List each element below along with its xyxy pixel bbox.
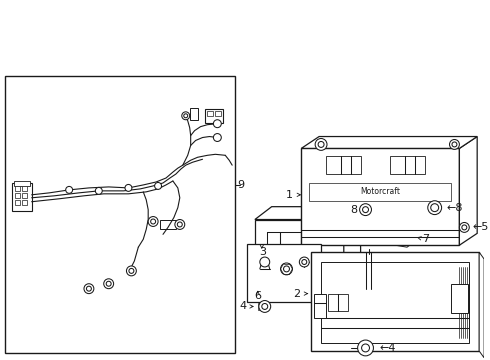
Polygon shape (460, 136, 477, 245)
Polygon shape (344, 207, 361, 289)
Circle shape (315, 139, 327, 150)
Circle shape (262, 303, 268, 309)
Bar (190, 108, 197, 120)
Polygon shape (479, 252, 484, 358)
Circle shape (175, 220, 185, 229)
Circle shape (125, 184, 132, 192)
Bar (207, 111, 213, 116)
Polygon shape (385, 217, 419, 247)
Bar (326, 156, 361, 174)
Text: Motorcraft: Motorcraft (360, 187, 400, 196)
Circle shape (106, 281, 111, 286)
Circle shape (150, 219, 156, 224)
Circle shape (177, 222, 182, 227)
Circle shape (66, 186, 73, 193)
Bar (314, 294, 326, 318)
Bar (15, 200, 20, 205)
Bar (15, 186, 20, 191)
Polygon shape (255, 207, 361, 220)
Circle shape (213, 120, 221, 128)
Bar (12, 183, 32, 211)
Circle shape (284, 266, 290, 272)
Bar (205, 109, 223, 123)
Polygon shape (255, 220, 344, 289)
Text: 2: 2 (293, 289, 300, 298)
Circle shape (428, 201, 441, 215)
Text: ←4: ←4 (379, 343, 396, 353)
Circle shape (452, 142, 457, 147)
Circle shape (260, 257, 270, 267)
Bar (14, 181, 29, 186)
Circle shape (281, 263, 293, 275)
Bar (160, 220, 176, 229)
Circle shape (363, 207, 368, 213)
Circle shape (148, 217, 158, 226)
Text: 9: 9 (238, 180, 245, 190)
Bar (5, 76, 235, 353)
Bar (311, 252, 479, 351)
Text: 8: 8 (350, 204, 358, 215)
Bar (328, 294, 348, 311)
Circle shape (431, 204, 439, 212)
Bar (321, 262, 469, 343)
Bar (247, 244, 321, 302)
Circle shape (302, 260, 307, 265)
Text: 7: 7 (422, 234, 429, 244)
Text: ←5: ←5 (472, 222, 489, 233)
Text: 4: 4 (240, 301, 247, 311)
Circle shape (182, 112, 190, 120)
Circle shape (358, 340, 373, 356)
Bar (15, 193, 20, 198)
Bar (309, 183, 451, 201)
Circle shape (126, 266, 136, 276)
Circle shape (360, 204, 371, 216)
Circle shape (86, 286, 91, 291)
Circle shape (96, 188, 102, 194)
Circle shape (259, 301, 270, 312)
Circle shape (213, 134, 221, 141)
Circle shape (84, 284, 94, 294)
Bar (22, 186, 26, 191)
Circle shape (449, 139, 460, 149)
Circle shape (155, 183, 162, 189)
Circle shape (318, 141, 324, 147)
Bar (450, 284, 468, 313)
Polygon shape (301, 136, 477, 148)
Text: 6: 6 (254, 291, 261, 301)
Circle shape (299, 257, 309, 267)
Text: ←8: ←8 (446, 203, 463, 213)
Circle shape (104, 279, 114, 289)
Bar (22, 193, 26, 198)
Text: 1: 1 (286, 190, 293, 200)
Circle shape (129, 269, 134, 273)
Circle shape (462, 225, 467, 230)
Circle shape (460, 222, 469, 232)
Text: 3: 3 (259, 247, 266, 257)
Bar (22, 200, 26, 205)
Bar (301, 148, 460, 245)
Bar (390, 156, 425, 174)
Bar (258, 302, 264, 310)
Circle shape (362, 344, 369, 352)
Circle shape (184, 114, 188, 118)
Bar (216, 111, 221, 116)
